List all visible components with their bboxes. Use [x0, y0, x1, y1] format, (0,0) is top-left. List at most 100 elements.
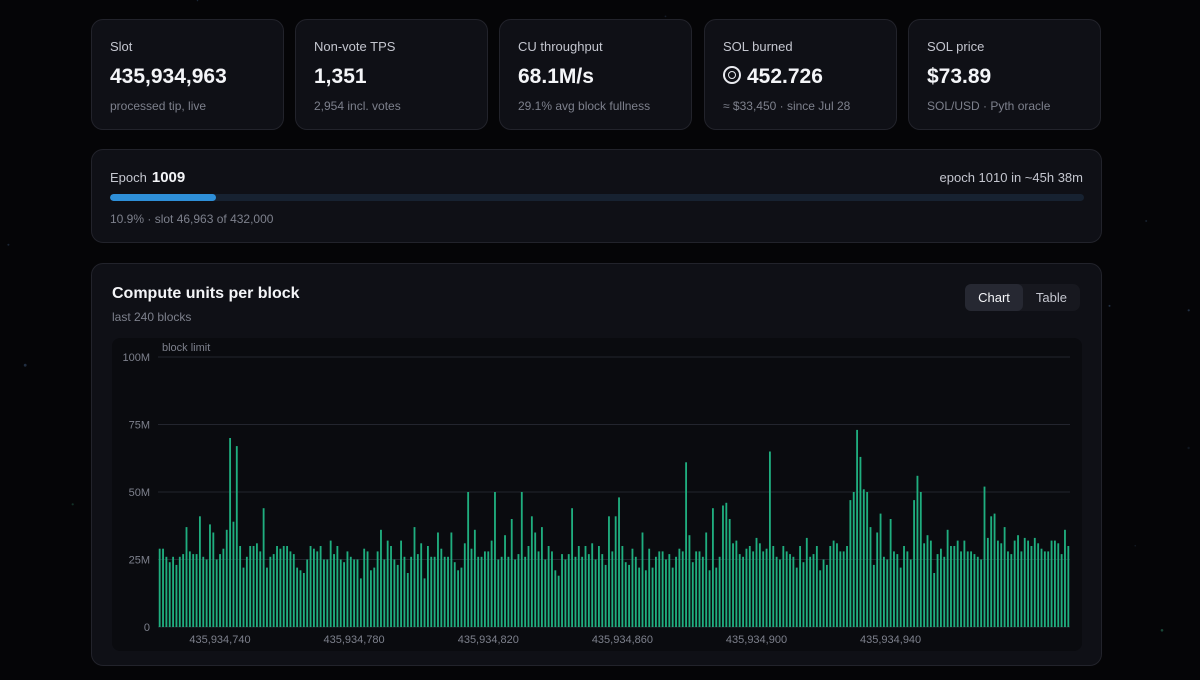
cu-bar[interactable] — [477, 556, 480, 627]
cu-bar[interactable] — [383, 559, 386, 628]
cu-bar[interactable] — [859, 456, 862, 627]
cu-bar[interactable] — [1017, 535, 1019, 627]
cu-bar[interactable] — [641, 532, 644, 628]
cu-bar[interactable] — [1060, 554, 1063, 627]
cu-bar[interactable] — [202, 556, 205, 627]
cu-bar[interactable] — [487, 551, 490, 627]
cu-bar[interactable] — [658, 551, 661, 627]
cu-bar[interactable] — [376, 551, 379, 627]
cu-bar[interactable] — [567, 554, 570, 627]
cu-bar[interactable] — [255, 543, 258, 627]
cu-bar[interactable] — [510, 519, 513, 627]
cu-bar[interactable] — [158, 548, 161, 627]
cu-bar[interactable] — [862, 489, 865, 627]
cu-bar[interactable] — [356, 559, 359, 628]
cu-bar[interactable] — [426, 546, 429, 627]
cu-bar[interactable] — [312, 548, 315, 627]
cu-bar[interactable] — [494, 492, 496, 627]
cu-bar[interactable] — [363, 548, 366, 627]
cu-bar[interactable] — [634, 556, 637, 627]
cu-bar[interactable] — [309, 546, 312, 627]
cu-bar[interactable] — [470, 548, 473, 627]
cu-bar[interactable] — [540, 527, 543, 627]
cu-bar[interactable] — [1030, 546, 1033, 627]
cu-bar[interactable] — [229, 438, 232, 627]
cu-bar[interactable] — [420, 543, 423, 627]
cu-bar[interactable] — [249, 546, 252, 627]
cu-bar[interactable] — [527, 546, 530, 627]
cu-bar[interactable] — [856, 429, 859, 627]
cu-bar[interactable] — [557, 575, 560, 627]
cu-bar[interactable] — [168, 562, 171, 627]
cu-bar[interactable] — [846, 546, 848, 627]
cu-bar[interactable] — [326, 559, 329, 628]
cu-bar[interactable] — [306, 559, 309, 628]
cu-bar[interactable] — [302, 573, 305, 627]
cu-bar[interactable] — [654, 556, 657, 627]
cu-bar[interactable] — [681, 551, 684, 627]
cu-bar[interactable] — [269, 556, 272, 627]
cu-bar[interactable] — [993, 513, 996, 627]
cu-bar[interactable] — [899, 567, 902, 627]
cu-bar[interactable] — [688, 535, 691, 627]
cu-bar[interactable] — [490, 540, 493, 627]
tab-chart[interactable]: Chart — [965, 284, 1023, 311]
cu-bar[interactable] — [829, 546, 832, 627]
cu-bar[interactable] — [678, 548, 681, 627]
cu-bar[interactable] — [467, 492, 470, 627]
cu-bar[interactable] — [551, 551, 553, 627]
cu-bar[interactable] — [651, 567, 654, 627]
cu-bar[interactable] — [869, 527, 872, 627]
cu-bar[interactable] — [319, 546, 322, 627]
cu-bar[interactable] — [919, 492, 922, 627]
cu-bar[interactable] — [903, 546, 905, 627]
cu-bar[interactable] — [594, 559, 597, 628]
cu-bar[interactable] — [530, 516, 533, 627]
cu-bar[interactable] — [738, 554, 741, 627]
cu-bar[interactable] — [188, 551, 191, 627]
cu-bar[interactable] — [222, 548, 225, 627]
cu-bar[interactable] — [1000, 543, 1003, 627]
cu-bar[interactable] — [262, 508, 265, 627]
cu-bar[interactable] — [675, 556, 677, 627]
cu-bar[interactable] — [638, 567, 641, 627]
cu-bar[interactable] — [343, 562, 346, 627]
cu-bar[interactable] — [933, 573, 936, 627]
cu-bar[interactable] — [205, 559, 208, 628]
cu-bar[interactable] — [644, 570, 647, 627]
cu-bar[interactable] — [329, 540, 332, 627]
cu-bar[interactable] — [416, 554, 419, 627]
cu-bar[interactable] — [286, 546, 289, 627]
cu-bar[interactable] — [507, 556, 510, 627]
cu-bar[interactable] — [896, 554, 899, 627]
cu-bar[interactable] — [691, 562, 694, 627]
cu-bar[interactable] — [272, 554, 275, 627]
cu-bar[interactable] — [433, 556, 436, 627]
cu-bar[interactable] — [882, 556, 885, 627]
cu-bar[interactable] — [534, 532, 537, 628]
cu-bar[interactable] — [299, 570, 302, 627]
cu-bar[interactable] — [960, 551, 962, 627]
cu-bar[interactable] — [832, 540, 835, 627]
cu-bar[interactable] — [453, 562, 456, 627]
cu-bar[interactable] — [866, 492, 869, 627]
cu-bar[interactable] — [554, 570, 557, 627]
cu-bar[interactable] — [685, 462, 688, 627]
cu-bar[interactable] — [373, 567, 376, 627]
cu-bar[interactable] — [795, 567, 798, 627]
cu-bar[interactable] — [822, 559, 825, 628]
cu-bar[interactable] — [671, 567, 674, 627]
cu-bar[interactable] — [792, 556, 795, 627]
cu-bar[interactable] — [668, 554, 671, 627]
cu-bar[interactable] — [711, 508, 714, 627]
cu-bar[interactable] — [782, 546, 785, 627]
cu-bar[interactable] — [235, 446, 238, 627]
cu-bar[interactable] — [936, 554, 939, 627]
cu-bar[interactable] — [390, 546, 392, 627]
cu-bar[interactable] — [591, 543, 594, 627]
cu-bar[interactable] — [768, 451, 771, 628]
cu-bar[interactable] — [1027, 540, 1030, 627]
cu-bar[interactable] — [789, 554, 791, 627]
cu-bar[interactable] — [1037, 543, 1040, 627]
cu-bar[interactable] — [537, 551, 540, 627]
